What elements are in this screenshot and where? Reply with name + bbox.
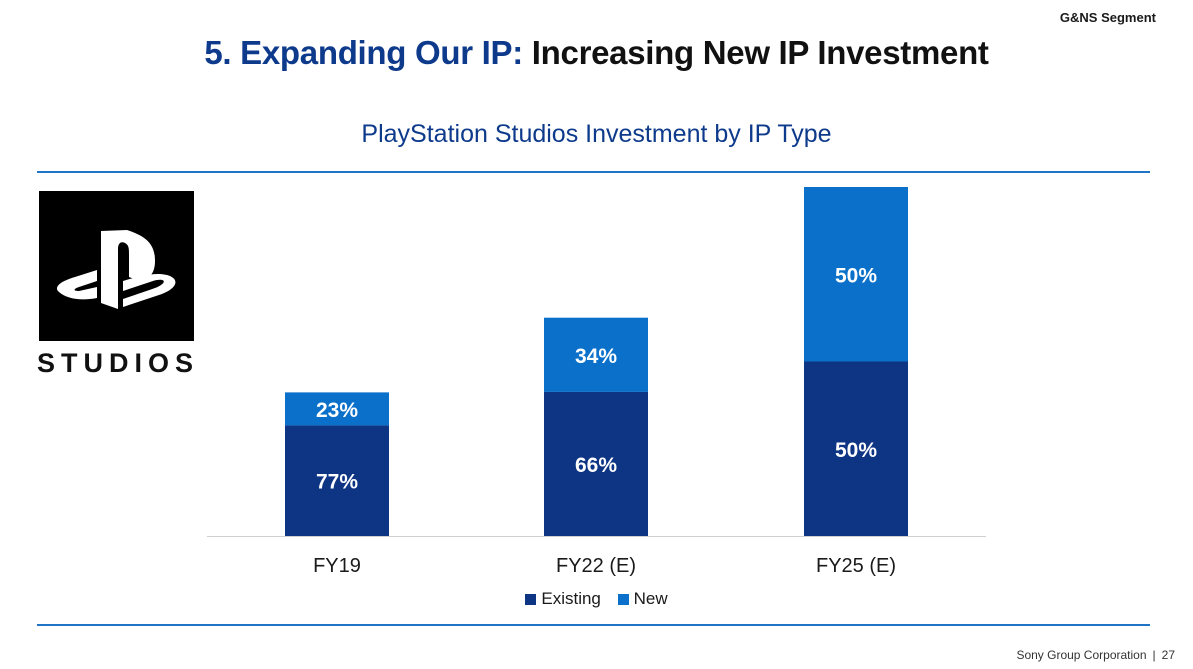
footer-page-number: 27 [1161,648,1175,662]
data-label-existing-1: 66% [575,454,617,477]
legend-swatch-existing [525,593,537,605]
data-label-existing-2: 50% [835,439,877,462]
playstation-symbol-icon [56,230,176,309]
data-label-new-0: 23% [316,399,358,422]
legend-swatch-new [617,593,629,605]
footer-separator: | [1152,648,1156,662]
playstation-logo-icon [39,191,194,341]
bar-new-1 [544,317,648,392]
bar-existing-2 [804,361,908,536]
x-tick-label-1: FY22 (E) [556,555,636,577]
stacked-bar-chart: 77% 23% FY19 66% 34% FY22 (E) 50% 50% FY25 (E) [207,187,986,577]
studios-wordmark: STUDIOS [37,348,200,378]
x-tick-label-0: FY19 [313,555,361,577]
bottom-divider [37,624,1150,626]
data-label-existing-0: 77% [316,471,358,494]
chart-title: PlayStation Studios Investment by IP Typ… [361,120,832,148]
bar-existing-0 [285,425,389,536]
bar-new-2 [804,187,908,362]
chart-legend: Existing New [0,589,1193,610]
slide-title: 5. Expanding Our IP: Increasing New IP I… [0,34,1193,72]
slide-title-prefix: 5. Expanding Our IP: [204,34,523,71]
bar-new-0 [285,392,389,426]
data-label-new-2: 50% [835,264,877,287]
data-label-new-1: 34% [575,345,617,368]
x-tick-label-2: FY25 (E) [816,555,896,577]
slide-title-main: Increasing New IP Investment [531,34,989,71]
legend-label-existing: Existing [541,589,601,608]
top-divider [37,171,1150,173]
legend-item-existing: Existing [525,589,601,609]
footer-company: Sony Group Corporation [1016,648,1147,662]
footer: Sony Group Corporation | 27 [1016,648,1175,662]
segment-tag: G&NS Segment [1059,10,1156,25]
legend-item-new: New [617,589,668,609]
legend-label-new: New [633,589,668,608]
bar-existing-1 [544,391,648,536]
